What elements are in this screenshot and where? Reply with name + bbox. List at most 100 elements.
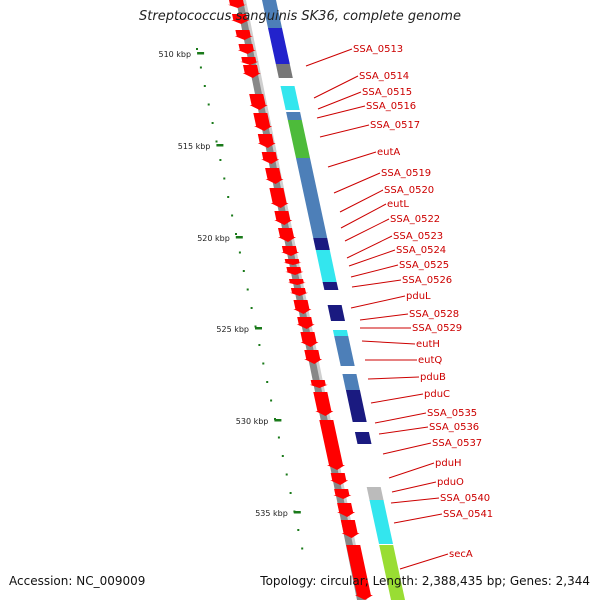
gene-arrow	[231, 14, 250, 24]
cog-block	[286, 112, 302, 120]
cog-block	[334, 336, 355, 366]
gene-arrow	[242, 65, 261, 78]
ruler-dot	[203, 85, 206, 87]
label-leader	[316, 105, 366, 119]
gene-arrow	[285, 267, 304, 275]
label-leader	[344, 218, 390, 242]
gene-arrow	[278, 228, 296, 242]
label-leader	[367, 376, 420, 380]
ruler-dot	[262, 362, 265, 365]
label-leader	[350, 295, 406, 309]
ruler-dot	[219, 159, 222, 161]
label-leader	[305, 48, 353, 67]
gene-label: pduL	[406, 291, 431, 302]
ruler-tick-label: 530 kbp	[236, 417, 269, 426]
cog-block	[342, 374, 360, 390]
gene-arrow	[228, 0, 246, 8]
ruler-dot	[301, 547, 304, 550]
ruler-tick-label: 525 kbp	[216, 325, 249, 334]
gene-arrow	[330, 473, 349, 485]
genes-value: 2,344	[555, 574, 590, 588]
gene-arrows	[228, 0, 373, 600]
topology-value: circular;	[320, 574, 369, 588]
ruler-dot	[227, 196, 230, 198]
gene-label: SSA_0537	[432, 438, 482, 449]
ruler-tick-label: 535 kbp	[255, 509, 288, 518]
cog-block	[369, 500, 387, 514]
gene-arrow	[261, 152, 280, 164]
cog-block	[345, 390, 367, 422]
gene-label: eutQ	[418, 355, 442, 366]
gene-label: pduB	[420, 372, 446, 383]
gene-arrow	[269, 188, 289, 208]
gene-label: eutH	[416, 339, 440, 350]
ruler-dot	[297, 529, 300, 531]
gene-label: secA	[449, 549, 473, 560]
gene-label: SSA_0522	[390, 214, 440, 225]
cog-block	[313, 238, 330, 250]
gene-arrow	[274, 211, 293, 225]
ruler-dot	[285, 473, 288, 476]
map-title: Streptococcus sanguinis SK36, complete g…	[139, 9, 461, 24]
topology-label: Topology:	[260, 574, 317, 588]
cog-block	[379, 545, 405, 600]
gene-label: SSA_0540	[440, 493, 490, 504]
gene-arrow	[253, 113, 273, 131]
ruler-tick-label: 515 kbp	[178, 142, 211, 151]
gene-arrow	[257, 134, 276, 148]
ruler-major-tick	[197, 52, 205, 55]
label-leader	[374, 412, 427, 424]
gene-label: SSA_0529	[412, 323, 462, 334]
gene-label: SSA_0526	[402, 275, 452, 286]
gene-arrow	[309, 380, 328, 388]
gene-arrow	[265, 168, 284, 184]
label-leader	[339, 189, 384, 213]
accession-info: Accession: NC_009009	[9, 574, 145, 588]
gene-arrow	[300, 332, 319, 347]
ruler-major-tick	[293, 511, 301, 514]
ruler-dot	[235, 233, 237, 235]
gene-label: SSA_0513	[353, 44, 403, 55]
gene-label: SSA_0515	[362, 87, 412, 98]
cog-block	[296, 158, 328, 238]
ruler-dot	[246, 288, 249, 291]
label-leader	[327, 151, 377, 168]
ruler-tick-label: 520 kbp	[197, 234, 230, 243]
gene-arrow	[287, 279, 306, 285]
label-leader	[361, 340, 416, 345]
label-leader	[346, 235, 393, 259]
length-label: Length:	[372, 574, 419, 588]
ruler-dot	[277, 436, 280, 439]
cog-block	[332, 330, 349, 336]
label-leader	[350, 264, 399, 278]
ruler-dot	[281, 455, 284, 457]
cog-block	[280, 86, 300, 110]
ruler-dot	[270, 399, 273, 402]
gene-label: SSA_0516	[366, 101, 416, 112]
gene-arrow	[283, 259, 302, 265]
gene-label: SSA_0524	[396, 245, 446, 256]
accession-value: NC_009009	[76, 574, 146, 588]
ruler-dot	[207, 103, 210, 106]
gene-arrow	[346, 545, 373, 600]
ruler-dot	[215, 140, 218, 143]
gene-label: SSA_0517	[370, 120, 420, 131]
gene-arrow	[249, 94, 268, 110]
cog-block	[315, 250, 337, 282]
label-leader	[340, 203, 387, 229]
label-leader	[391, 481, 437, 493]
ruler-dot	[242, 270, 245, 272]
cog-block	[366, 487, 384, 501]
genome-stats: Topology: circular; Length: 2,388,435 bp…	[260, 574, 590, 588]
ruler-dot	[266, 381, 269, 383]
cog-block	[275, 64, 293, 78]
gene-label: SSA_0528	[409, 309, 459, 320]
gene-label: SSA_0541	[443, 509, 493, 520]
gene-arrow	[333, 489, 352, 499]
gene-arrow	[293, 300, 312, 314]
cog-color-blocks	[262, 0, 405, 600]
ruler-dot	[238, 251, 241, 254]
label-leader	[348, 249, 396, 267]
gene-arrow	[237, 44, 256, 54]
